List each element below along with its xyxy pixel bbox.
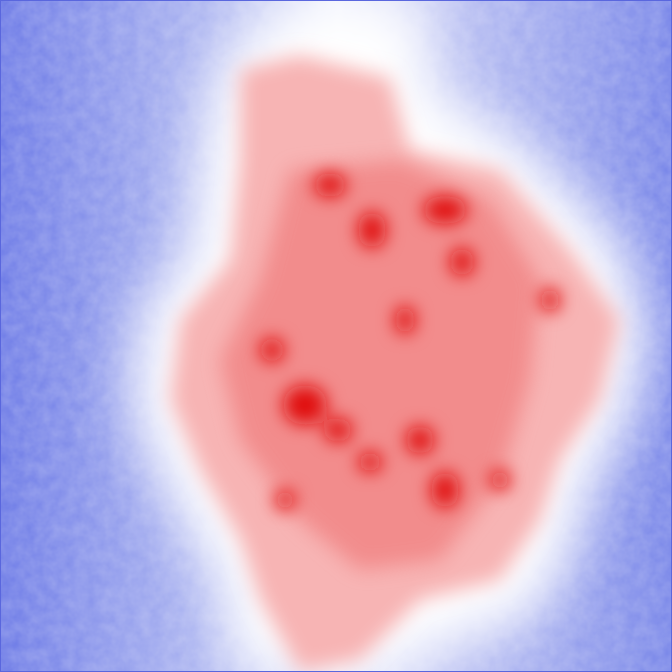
hot-spots [260, 173, 560, 510]
